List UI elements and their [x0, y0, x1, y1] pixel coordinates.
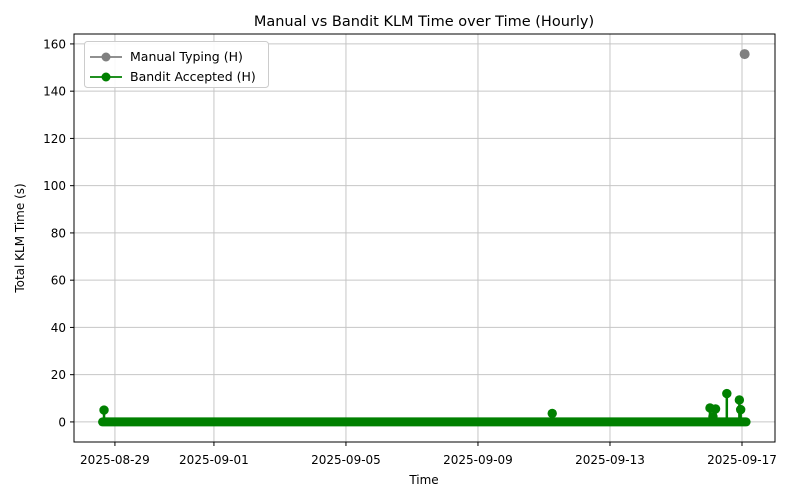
y-tick-label: 20	[51, 368, 66, 382]
legend-label-manual: Manual Typing (H)	[130, 49, 243, 64]
legend-marker-bandit	[101, 72, 111, 82]
y-tick-label: 120	[43, 132, 66, 146]
legend-marker-manual	[101, 52, 111, 62]
data-point-bandit	[734, 395, 745, 405]
y-axis-label: Total KLM Time (s)	[13, 183, 27, 293]
x-tick-label: 2025-09-05	[311, 453, 381, 467]
y-tick-label: 100	[43, 179, 66, 193]
data-layer	[98, 49, 751, 427]
x-tick-label: 2025-09-13	[575, 453, 645, 467]
x-tick-label: 2025-08-29	[80, 453, 150, 467]
axes-layer: 0 20 40 60 80 100 120 140 160 2025-08-29 2025-09-0…	[43, 33, 777, 467]
data-point-bandit	[99, 405, 109, 415]
x-tick-label: 2025-09-17	[707, 453, 777, 467]
data-point-bandit	[722, 388, 732, 399]
x-tick-label: 2025-09-01	[179, 453, 249, 467]
legend-item-manual: Manual Typing (H)	[90, 49, 243, 64]
grid-layer	[74, 34, 775, 442]
legend-label-bandit: Bandit Accepted (H)	[130, 69, 256, 84]
y-tick-label: 0	[58, 415, 66, 429]
legend: Manual Typing (H) Bandit Accepted (H)	[84, 41, 269, 88]
legend-item-bandit: Bandit Accepted (H)	[90, 69, 256, 84]
plot-spines	[73, 33, 776, 443]
y-tick-label: 160	[43, 37, 66, 51]
y-tick-label: 40	[51, 321, 66, 335]
data-point-bandit	[710, 404, 721, 414]
data-point-bandit	[735, 404, 746, 415]
y-tick-label: 60	[51, 274, 66, 288]
data-point-bandit	[547, 408, 557, 419]
chart-title: Manual vs Bandit KLM Time over Time (Hou…	[254, 14, 594, 30]
y-tick-label: 80	[51, 226, 66, 240]
x-tick-label: 2025-09-09	[443, 453, 513, 467]
data-point-manual	[739, 49, 750, 60]
legend-box	[84, 41, 269, 88]
y-tick-label: 140	[43, 85, 66, 99]
x-axis-label: Time	[408, 473, 438, 487]
